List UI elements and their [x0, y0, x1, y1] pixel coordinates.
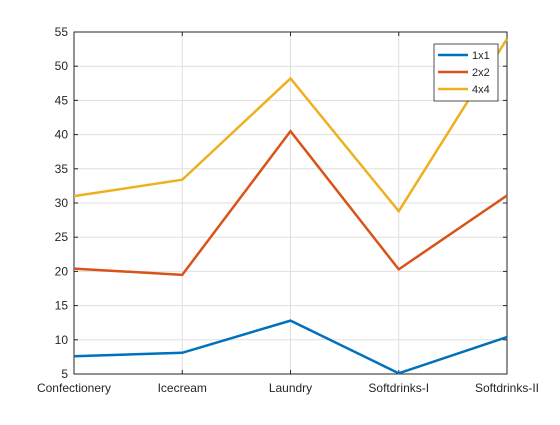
y-tick-label: 25: [55, 230, 69, 244]
legend-label: 4x4: [472, 84, 490, 96]
x-tick-label: Softdrinks-I: [368, 381, 429, 395]
y-tick-label: 10: [55, 333, 69, 347]
x-tick-label: Confectionery: [37, 381, 111, 395]
y-tick-label: 55: [55, 25, 69, 39]
y-tick-label: 15: [55, 299, 69, 313]
x-tick-label: Icecream: [158, 381, 207, 395]
y-tick-label: 50: [55, 59, 69, 73]
y-tick-label: 30: [55, 196, 69, 210]
x-tick-label: Laundry: [269, 381, 312, 395]
y-tick-label: 20: [55, 264, 69, 278]
y-tick-label: 40: [55, 128, 69, 142]
x-tick-label: Softdrinks-II: [475, 381, 539, 395]
legend-label: 2x2: [472, 67, 490, 79]
y-tick-label: 35: [55, 162, 69, 176]
y-tick-label: 45: [55, 93, 69, 107]
legend-label: 1x1: [472, 50, 490, 62]
legend: 1x1 2x2 4x4: [434, 44, 498, 101]
y-tick-label: 5: [61, 367, 68, 381]
